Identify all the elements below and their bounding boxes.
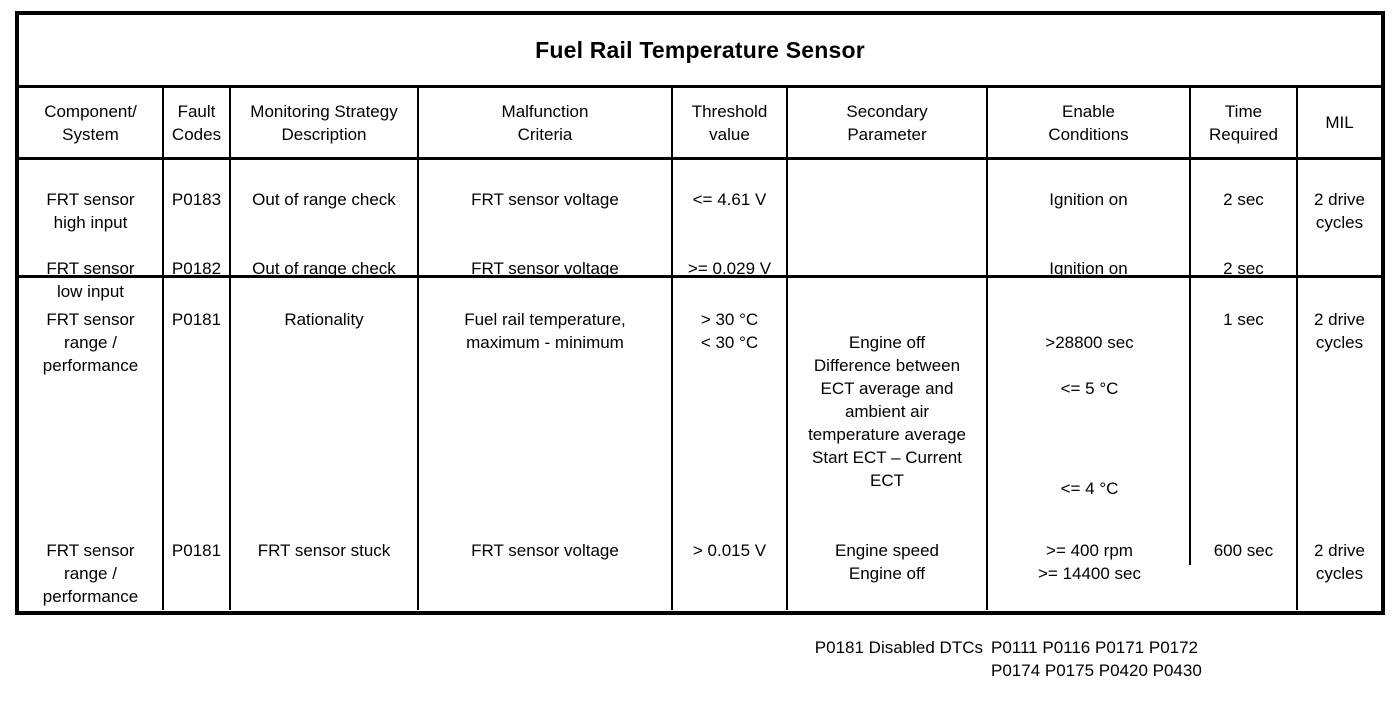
table-header-row: Component/ System Fault Codes Monitoring… bbox=[19, 88, 1381, 160]
header-cell-fault-codes: Fault Codes bbox=[164, 88, 231, 157]
secondary-stuck: Engine speed Engine off bbox=[835, 541, 939, 583]
cell-enable-conditions: Ignition on Ignition on bbox=[988, 160, 1191, 278]
table-title: Fuel Rail Temperature Sensor bbox=[535, 36, 865, 63]
disabled-dtcs-codes: P0111 P0116 P0171 P0172 P0174 P0175 P042… bbox=[991, 638, 1202, 680]
table-title-row: Fuel Rail Temperature Sensor bbox=[19, 15, 1381, 88]
cell-secondary-parameter: Engine off Difference between ECT averag… bbox=[788, 278, 988, 657]
header-cell-mil: MIL bbox=[1325, 113, 1354, 132]
threshold-rationality: > 30 °C < 30 °C bbox=[700, 310, 759, 352]
cell-strategy: Out of range check Out of range check bbox=[231, 160, 419, 278]
fault-code-p0182: P0182 bbox=[171, 259, 222, 278]
enable-ect-diff-limit: <= 5 °C bbox=[1060, 379, 1119, 398]
enable-stuck: >= 400 rpm >= 14400 sec bbox=[1037, 541, 1142, 583]
header-cell-component-system: Component/ System bbox=[19, 88, 164, 157]
cell-fault-code: P0183 P0182 bbox=[164, 160, 231, 278]
table-row-out-of-range-block: FRT sensor high input FRT sensor low inp… bbox=[19, 160, 1381, 301]
criteria-rationality: Fuel rail temperature, maximum - minimum bbox=[464, 310, 626, 352]
strategy-high: Out of range check bbox=[252, 190, 396, 209]
strategy-stuck: FRT sensor stuck bbox=[257, 541, 391, 560]
cell-time-required: 2 sec 2 sec bbox=[1191, 160, 1298, 278]
header-cell-malfunction-criteria: Malfunction Criteria bbox=[419, 88, 673, 157]
cell-threshold: <= 4.61 V >= 0.029 V bbox=[673, 160, 788, 278]
component-high-input: FRT sensor high input bbox=[46, 190, 135, 232]
cell-criteria: Fuel rail temperature, maximum - minimum… bbox=[419, 278, 673, 610]
fuel-rail-temperature-sensor-table: Fuel Rail Temperature Sensor Component/ … bbox=[15, 11, 1385, 680]
fault-code-p0181-stuck: P0181 bbox=[171, 541, 222, 560]
time-rationality: 1 sec bbox=[1223, 310, 1264, 329]
mil-rationality: 2 drive cycles bbox=[1313, 310, 1366, 352]
criteria-low: FRT sensor voltage bbox=[471, 259, 619, 278]
enable-high: Ignition on bbox=[1049, 190, 1128, 209]
time-low: 2 sec bbox=[1223, 259, 1264, 278]
cell-component: FRT sensor high input FRT sensor low inp… bbox=[19, 160, 164, 301]
cell-enable-conditions: >28800 sec <= 5 °C <= 4 °C >= 400 rpm >=… bbox=[988, 278, 1202, 680]
cell-threshold: > 30 °C < 30 °C > 0.015 V bbox=[673, 278, 788, 610]
criteria-stuck: FRT sensor voltage bbox=[471, 541, 619, 560]
secondary-high bbox=[788, 188, 986, 234]
mil-out-of-range: 2 drive cycles bbox=[1313, 190, 1366, 232]
cell-fault-code: P0181 P0181 bbox=[164, 278, 231, 610]
strategy-low: Out of range check bbox=[252, 259, 396, 278]
header-cell-threshold-value: Threshold value bbox=[673, 88, 788, 157]
table-row-p0181-block: FRT sensor range / performance FRT senso… bbox=[19, 278, 1381, 680]
component-low-input: FRT sensor low input bbox=[46, 259, 135, 301]
enable-start-ect-limit: <= 4 °C bbox=[1060, 479, 1119, 498]
threshold-stuck: > 0.015 V bbox=[692, 541, 767, 560]
secondary-engine-off: Engine off bbox=[848, 333, 926, 352]
criteria-high: FRT sensor voltage bbox=[471, 190, 619, 209]
header-cell-monitoring-strategy: Monitoring Strategy Description bbox=[231, 88, 419, 157]
cell-component: FRT sensor range / performance FRT senso… bbox=[19, 278, 164, 610]
disabled-dtcs-label: P0181 Disabled DTCs bbox=[814, 638, 983, 657]
cell-mil: 2 drive cycles bbox=[1298, 160, 1381, 275]
secondary-start-ect: Start ECT – Current ECT bbox=[812, 448, 962, 490]
threshold-low: >= 0.029 V bbox=[687, 259, 772, 278]
component-rationality: FRT sensor range / performance bbox=[42, 310, 139, 375]
enable-soak-time: >28800 sec bbox=[1045, 333, 1134, 352]
fault-code-p0181-rationality: P0181 bbox=[171, 310, 222, 329]
time-stuck: 600 sec bbox=[1213, 541, 1274, 560]
header-cell-secondary-parameter: Secondary Parameter bbox=[788, 88, 988, 157]
fault-code-p0183: P0183 bbox=[171, 190, 222, 209]
secondary-ect-difference: Difference between ECT average and ambie… bbox=[808, 356, 966, 444]
cell-time-required: 1 sec 600 sec bbox=[1191, 278, 1298, 610]
enable-low: Ignition on bbox=[1049, 259, 1128, 278]
time-high: 2 sec bbox=[1223, 190, 1264, 209]
cell-criteria: FRT sensor voltage FRT sensor voltage bbox=[419, 160, 673, 278]
cell-mil: 2 drive cycles 2 drive cycles bbox=[1298, 278, 1381, 610]
mil-stuck: 2 drive cycles bbox=[1313, 541, 1366, 583]
strategy-rationality: Rationality bbox=[284, 310, 364, 329]
cell-strategy: Rationality FRT sensor stuck bbox=[231, 278, 419, 610]
header-cell-time-required: Time Required bbox=[1191, 88, 1298, 157]
header-cell-enable-conditions: Enable Conditions bbox=[988, 88, 1191, 157]
threshold-high: <= 4.61 V bbox=[692, 190, 767, 209]
cell-secondary-parameter-empty bbox=[788, 160, 988, 275]
component-stuck: FRT sensor range / performance bbox=[42, 541, 139, 606]
